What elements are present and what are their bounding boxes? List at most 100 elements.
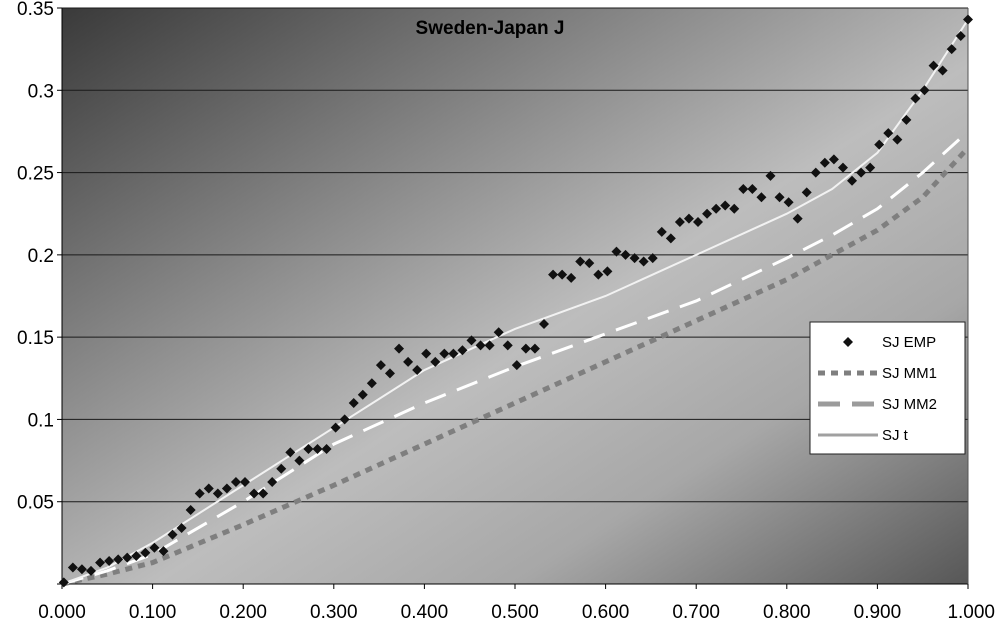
data-point [593, 269, 604, 280]
data-point [620, 249, 631, 260]
data-point [312, 444, 323, 455]
data-point [729, 203, 740, 214]
data-point [149, 542, 160, 553]
data-point [774, 192, 785, 203]
data-point [384, 368, 395, 379]
data-point [140, 547, 151, 558]
data-point [865, 162, 876, 173]
data-point [638, 256, 649, 267]
data-point [693, 216, 704, 227]
data-point [711, 203, 722, 214]
data-point [910, 93, 921, 104]
data-point [339, 414, 350, 425]
data-point [747, 184, 758, 195]
data-point [529, 343, 540, 354]
data-point [738, 184, 749, 195]
x-tick-label: 0.500 [491, 602, 539, 623]
data-point [366, 378, 377, 389]
plot-area [62, 8, 968, 584]
data-point [575, 256, 586, 267]
data-point [158, 546, 169, 557]
y-tick-label: 0.3 [28, 81, 54, 102]
y-tick-label: 0.15 [17, 328, 54, 349]
y-tick-label: 0.2 [28, 246, 54, 267]
data-point [285, 447, 296, 458]
legend: SJ EMP SJ MM1 SJ MM2 SJ t [809, 321, 966, 455]
data-point [430, 356, 441, 367]
data-point [421, 348, 432, 359]
series-line-sj-t [61, 18, 969, 585]
data-point [58, 577, 69, 588]
data-point [883, 128, 894, 139]
data-point [584, 258, 595, 269]
legend-label: SJ EMP [882, 334, 936, 351]
data-point [230, 476, 241, 487]
data-point [249, 488, 260, 499]
series-layer [58, 14, 973, 588]
data-point [756, 192, 767, 203]
data-point [375, 360, 386, 371]
data-point [85, 565, 96, 576]
x-tick-label: 0.000 [38, 602, 86, 623]
data-point [330, 422, 341, 433]
data-point [484, 340, 495, 351]
y-tick-label: 0.05 [17, 493, 54, 514]
data-point [783, 197, 794, 208]
data-point [113, 554, 124, 565]
x-tick-label: 0.600 [582, 602, 630, 623]
series-line-sj-mm1 [61, 146, 970, 587]
data-point [67, 562, 78, 573]
x-tick-label: 0.900 [854, 602, 902, 623]
gridlines [62, 7, 968, 585]
data-point [357, 389, 368, 400]
data-point [475, 340, 486, 351]
series-line-sj-mm2 [61, 130, 970, 586]
data-point [720, 200, 731, 211]
data-point [294, 455, 305, 466]
data-point [557, 269, 568, 280]
legend-marker [843, 337, 853, 347]
data-point [95, 557, 106, 568]
data-point [212, 488, 223, 499]
legend-box [809, 321, 966, 455]
data-point [919, 85, 930, 96]
data-point [122, 552, 133, 563]
data-point [683, 213, 694, 224]
data-point [656, 226, 667, 237]
x-tick-label: 1.000 [947, 602, 995, 623]
data-point [394, 343, 405, 354]
data-point [874, 139, 885, 150]
data-point [502, 340, 513, 351]
data-point [520, 343, 531, 354]
data-point [819, 157, 830, 168]
series-sj-emp [58, 14, 973, 588]
data-point [647, 253, 658, 264]
legend-label: SJ t [882, 427, 909, 444]
data-point [955, 30, 966, 41]
data-point [674, 216, 685, 227]
data-point [267, 476, 278, 487]
data-point [185, 504, 196, 515]
data-point [511, 360, 522, 371]
chart-title: Sweden-Japan J [416, 18, 565, 39]
data-point [176, 523, 187, 534]
axes [57, 7, 969, 589]
data-point [937, 65, 948, 76]
data-point [629, 253, 640, 264]
data-point [665, 233, 676, 244]
data-point [611, 246, 622, 257]
data-point [548, 269, 559, 280]
data-point [765, 170, 776, 181]
data-point [702, 208, 713, 219]
data-point [131, 551, 142, 562]
data-point [76, 564, 87, 575]
legend-label: SJ MM1 [882, 365, 937, 382]
x-tick-labels: 0.000 0.100 0.200 0.300 0.400 0.500 0.600 0.700… [38, 602, 995, 623]
x-tick-label: 0.100 [129, 602, 177, 623]
x-tick-label: 0.800 [763, 602, 811, 623]
data-point [303, 444, 314, 455]
y-tick-label: 0.25 [17, 164, 54, 185]
data-point [837, 162, 848, 173]
data-point [412, 365, 423, 376]
